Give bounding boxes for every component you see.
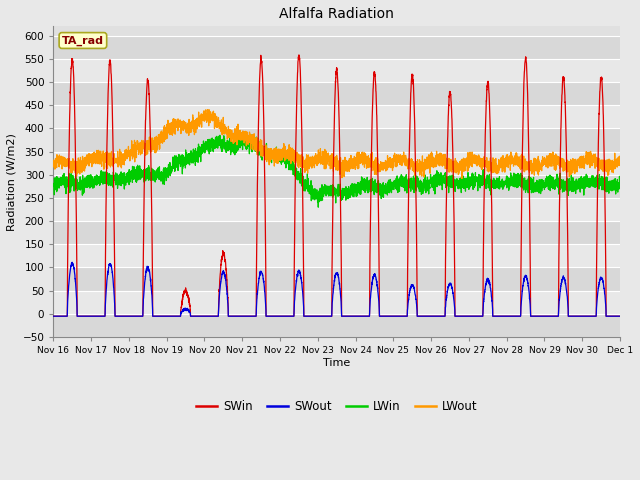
Bar	[53, 221, 620, 244]
X-axis label: Time: Time	[323, 358, 350, 368]
Bar	[53, 267, 620, 291]
Bar	[53, 59, 620, 82]
Bar	[53, 105, 620, 128]
Bar	[53, 82, 620, 105]
Bar	[53, 314, 620, 337]
Bar	[53, 244, 620, 267]
Bar	[53, 128, 620, 152]
Bar	[53, 152, 620, 175]
Bar	[53, 36, 620, 59]
Bar	[53, 198, 620, 221]
Bar	[53, 175, 620, 198]
Y-axis label: Radiation (W/m2): Radiation (W/m2)	[7, 133, 17, 230]
Text: TA_rad: TA_rad	[62, 36, 104, 46]
Bar	[53, 291, 620, 314]
Title: Alfalfa Radiation: Alfalfa Radiation	[279, 7, 394, 21]
Legend: SWin, SWout, LWin, LWout: SWin, SWout, LWin, LWout	[191, 396, 482, 418]
